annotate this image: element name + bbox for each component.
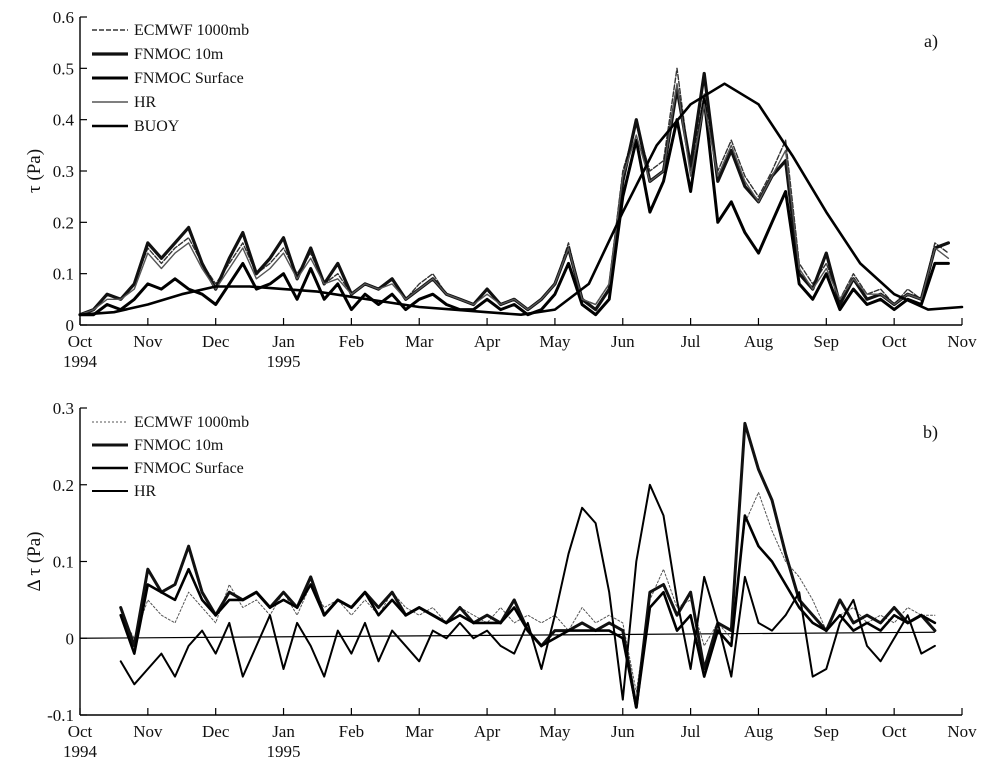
x-tick-label: Feb	[339, 332, 365, 351]
x-tick-label: Nov	[947, 332, 977, 351]
x-tick-label: Nov	[133, 332, 163, 351]
series-line-hr	[119, 483, 936, 701]
legend-entry: BUOY	[134, 118, 180, 135]
x-tick-label: Aug	[744, 332, 774, 351]
legend-entry: FNMOC Surface	[134, 70, 244, 87]
x-tick-label: Jun	[611, 332, 635, 351]
x-tick-label: Nov	[947, 722, 977, 741]
y-tick-label: 0.1	[53, 265, 74, 284]
y-tick-label: 0	[66, 316, 75, 335]
series-line-buoy	[78, 82, 964, 317]
x-tick-label: May	[539, 332, 571, 351]
x-tick-label: Mar	[405, 722, 434, 741]
x-tick-label: May	[539, 722, 571, 741]
x-tick-label: Jan	[272, 722, 295, 741]
legend-entry: ECMWF 1000mb	[134, 414, 249, 431]
x-tick-label: Jan	[272, 332, 295, 351]
x-tick-label: Oct	[68, 332, 93, 351]
y-axis-title: τ (Pa)	[24, 149, 45, 193]
x-tick-label: Apr	[474, 332, 501, 351]
y-tick-label: 0.4	[53, 111, 75, 130]
legend-entry: FNMOC 10m	[134, 437, 224, 454]
legend-entry: ECMWF 1000mb	[134, 22, 249, 39]
legend-entry: FNMOC 10m	[134, 46, 224, 63]
x-tick-label: Sep	[814, 332, 840, 351]
x-tick-label: Jun	[611, 722, 635, 741]
panel-a-stress-chart: 0 0.1 0.2 0.3 0.4 0.5 0.6 Oct Nov Dec Jan Feb Mar Apr…	[24, 8, 977, 371]
y-tick-label: 0.3	[53, 162, 74, 181]
year-label: 1994	[63, 352, 98, 371]
panel-label: b)	[923, 422, 938, 443]
series-line-ecmwf-1000mb	[120, 491, 936, 693]
legend-entry: HR	[134, 94, 157, 111]
series-line-hr	[79, 82, 950, 316]
x-tick-label: Jul	[681, 332, 701, 351]
y-tick-label: 0.5	[53, 59, 74, 78]
panel-b-stress-difference-chart: -0.1 0 0.1 0.2 0.3 Oct Nov Dec Jan Feb Mar Apr May Ju…	[24, 399, 977, 761]
year-label: 1995	[267, 742, 301, 761]
y-tick-label: 0.6	[53, 8, 74, 27]
x-tick-label: Nov	[133, 722, 163, 741]
x-tick-label: Sep	[814, 722, 840, 741]
y-axis-title: Δ τ (Pa)	[24, 532, 45, 592]
x-tick-label: Oct	[68, 722, 93, 741]
x-tick-label: Jul	[681, 722, 701, 741]
x-tick-label: Dec	[202, 722, 230, 741]
legend-entry: FNMOC Surface	[134, 460, 244, 477]
y-tick-label: 0.2	[53, 476, 74, 495]
panel-label: a)	[924, 31, 938, 52]
y-tick-label: 0	[66, 629, 75, 648]
x-tick-label: Mar	[405, 332, 434, 351]
series-line-fnmoc-surface	[119, 514, 937, 709]
x-tick-label: Dec	[202, 332, 230, 351]
legend-entry: HR	[134, 483, 157, 500]
x-tick-label: Apr	[474, 722, 501, 741]
x-tick-label: Aug	[744, 722, 774, 741]
x-tick-label: Oct	[882, 722, 907, 741]
y-tick-label: 0.3	[53, 399, 74, 418]
series-line-fnmoc-10m	[78, 71, 951, 317]
series-line-fnmoc-surface	[78, 97, 950, 317]
x-tick-label: Oct	[882, 332, 907, 351]
year-label: 1995	[267, 352, 301, 371]
x-tick-label: Feb	[339, 722, 365, 741]
year-label: 1994	[63, 742, 98, 761]
y-tick-label: 0.1	[53, 553, 74, 572]
y-tick-label: -0.1	[47, 706, 74, 725]
y-tick-label: 0.2	[53, 213, 74, 232]
